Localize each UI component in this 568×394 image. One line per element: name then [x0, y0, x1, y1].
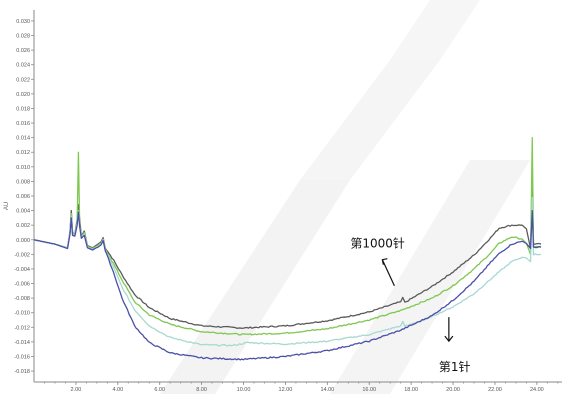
y-tick-label: -0.014	[14, 340, 30, 346]
y-tick-label: 0.002	[16, 223, 30, 229]
series-line-3	[33, 196, 542, 347]
y-tick-label: 0.016	[16, 121, 30, 127]
x-tick-label: 20.00	[446, 387, 460, 393]
y-tick-label: -0.012	[14, 325, 30, 331]
y-tick-label: -0.016	[14, 354, 30, 360]
y-tick-label: 0.026	[16, 48, 30, 54]
x-tick-label: 8.00	[196, 387, 207, 393]
x-tick-label: 6.00	[154, 387, 165, 393]
y-tick-label: -0.006	[14, 282, 30, 288]
y-tick-label: 0.028	[16, 34, 30, 40]
x-tick-label: 16.00	[362, 387, 376, 393]
y-axis-title: AU	[4, 202, 10, 210]
y-tick-label: 0.030	[16, 19, 30, 25]
y-tick-label: 0.000	[16, 238, 30, 244]
y-tick-label: 0.018	[16, 106, 30, 112]
y-tick-label: 0.004	[16, 209, 30, 215]
x-tick-label: 24.00	[530, 387, 544, 393]
watermark	[160, 0, 530, 394]
y-tick-label: 0.014	[16, 136, 30, 142]
watermark-band	[300, 60, 440, 180]
y-tick-label: -0.018	[14, 369, 30, 375]
y-tick-label: -0.002	[14, 252, 30, 258]
chart-axes: 0.030 0.028 0.026 0.024 0.022 0.020 0.018 0.016…	[4, 10, 562, 393]
y-tick-label: 0.008	[16, 179, 30, 185]
x-tick-label: 14.00	[320, 387, 334, 393]
series-line-1	[33, 180, 542, 329]
annotation-arrow	[381, 259, 395, 286]
y-tick-label: -0.010	[14, 311, 30, 317]
x-tick-label: 22.00	[488, 387, 502, 393]
watermark-band	[330, 160, 530, 394]
chart-series	[33, 136, 542, 361]
x-tick-label: 12.00	[279, 387, 293, 393]
y-tick-label: 0.024	[16, 63, 30, 69]
annotation-label: 第1000针	[350, 236, 405, 251]
x-tick-label: 4.00	[112, 387, 123, 393]
x-tick-label: 2.00	[71, 387, 82, 393]
watermark-band	[390, 0, 480, 60]
y-tick-label: -0.008	[14, 296, 30, 302]
y-tick-label: 0.012	[16, 150, 30, 156]
y-tick-label: 0.022	[16, 77, 30, 83]
annotation-label: 第1针	[439, 359, 471, 374]
x-tick-label: 10.00	[237, 387, 251, 393]
annotation-arrowhead	[381, 258, 388, 265]
series-line-2	[33, 136, 542, 336]
x-tick-label: 18.00	[404, 387, 418, 393]
annotation-arrowhead	[444, 335, 454, 343]
y-tick-label: 0.020	[16, 92, 30, 98]
y-tick-label: 0.010	[16, 165, 30, 171]
y-tick-label: -0.004	[14, 267, 30, 273]
y-tick-label: 0.006	[16, 194, 30, 200]
watermark-band	[160, 180, 350, 394]
series-line-4	[33, 209, 542, 361]
